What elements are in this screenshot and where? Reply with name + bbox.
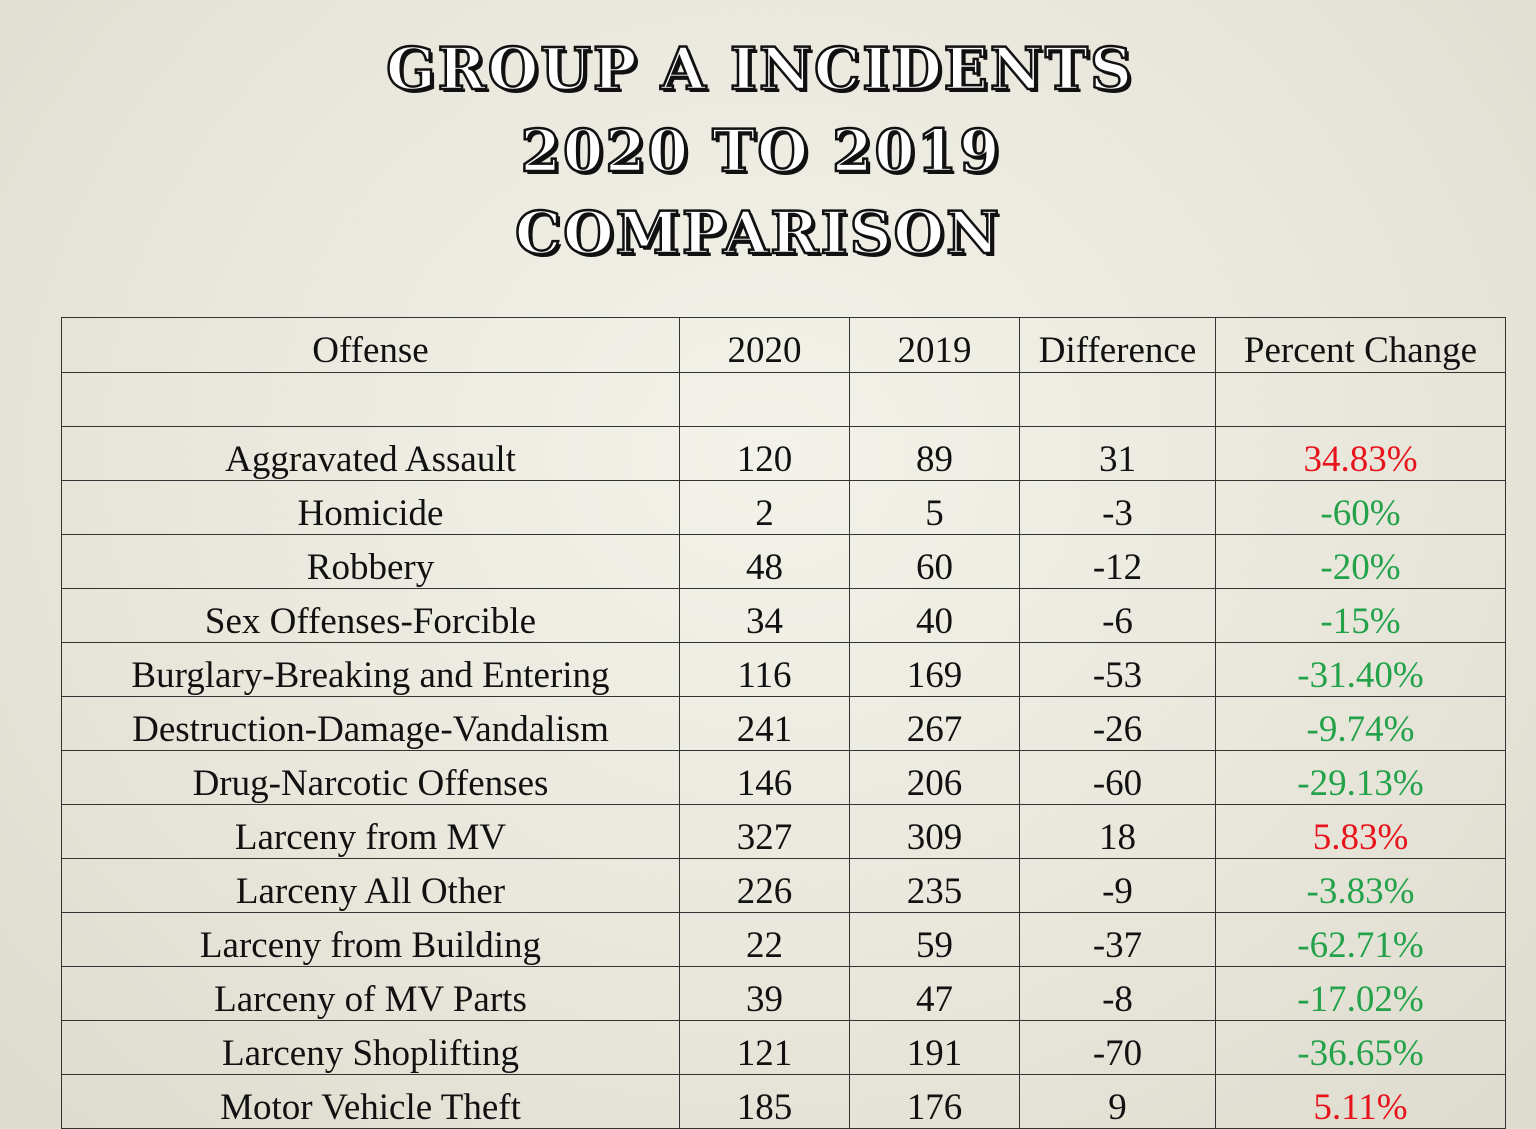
- value-2020-cell: 22: [679, 912, 850, 967]
- percent-change-cell: -29.13%: [1215, 750, 1506, 805]
- difference-cell: 9: [1019, 1074, 1216, 1129]
- header-2020: 2020: [679, 317, 850, 373]
- offense-cell: Larceny from Building: [61, 912, 680, 967]
- empty-row: [61, 372, 1506, 427]
- value-2019-cell: 60: [849, 534, 1020, 589]
- value-2020-cell: 120: [679, 426, 850, 481]
- value-2020-cell: 241: [679, 696, 850, 751]
- value-2020-cell: 185: [679, 1074, 850, 1129]
- empty-cell: [849, 372, 1020, 427]
- title-line-2: 2020 TO 2019: [519, 116, 1002, 187]
- header-row: Offense 2020 2019 Difference Percent Cha…: [61, 317, 1506, 373]
- value-2020-cell: 327: [679, 804, 850, 859]
- value-2019-cell: 191: [849, 1020, 1020, 1075]
- table-row: Sex Offenses-Forcible 34 40 -6 -15%: [61, 588, 1506, 643]
- offense-cell: Aggravated Assault: [61, 426, 680, 481]
- empty-cell: [1215, 372, 1506, 427]
- table-row: Drug-Narcotic Offenses 146 206 -60 -29.13%: [61, 750, 1506, 805]
- percent-change-cell: -15%: [1215, 588, 1506, 643]
- percent-change-cell: -36.65%: [1215, 1020, 1506, 1075]
- difference-cell: -37: [1019, 912, 1216, 967]
- value-2019-cell: 267: [849, 696, 1020, 751]
- table-row: Motor Vehicle Theft 185 176 9 5.11%: [61, 1074, 1506, 1129]
- offense-cell: Larceny All Other: [61, 858, 680, 913]
- table-row: Robbery 48 60 -12 -20%: [61, 534, 1506, 589]
- difference-cell: -12: [1019, 534, 1216, 589]
- value-2019-cell: 59: [849, 912, 1020, 967]
- value-2019-cell: 235: [849, 858, 1020, 913]
- percent-change-cell: -20%: [1215, 534, 1506, 589]
- offense-cell: Motor Vehicle Theft: [61, 1074, 680, 1129]
- table-row: Aggravated Assault 120 89 31 34.83%: [61, 426, 1506, 481]
- header-offense: Offense: [61, 317, 680, 373]
- percent-change-cell: -17.02%: [1215, 966, 1506, 1021]
- value-2019-cell: 40: [849, 588, 1020, 643]
- table-row: Burglary-Breaking and Entering 116 169 -53-…: [61, 642, 1506, 697]
- difference-cell: -3: [1019, 480, 1216, 535]
- percent-change-cell: -3.83%: [1215, 858, 1506, 913]
- table-row: Homicide 2 5 -3 -60%: [61, 480, 1506, 535]
- difference-cell: -9: [1019, 858, 1216, 913]
- percent-change-cell: -31.40%: [1215, 642, 1506, 697]
- difference-cell: -60: [1019, 750, 1216, 805]
- value-2019-cell: 309: [849, 804, 1020, 859]
- table-row: Larceny from MV 327 309 18 5.83%: [61, 804, 1506, 859]
- difference-cell: -6: [1019, 588, 1216, 643]
- table-row: Larceny Shoplifting 121 191 -70 -36.65%: [61, 1020, 1506, 1075]
- header-2019: 2019: [849, 317, 1020, 373]
- offense-cell: Robbery: [61, 534, 680, 589]
- percent-change-cell: 34.83%: [1215, 426, 1506, 481]
- value-2020-cell: 48: [679, 534, 850, 589]
- value-2020-cell: 146: [679, 750, 850, 805]
- value-2019-cell: 47: [849, 966, 1020, 1021]
- title-line-1: GROUP A INCIDENTS: [385, 34, 1134, 105]
- page-title: GROUP A INCIDENTS 2020 TO 2019 COMPARISO…: [0, 28, 1536, 274]
- table-row: Destruction-Damage-Vandalism 241 267 -26 -9.…: [61, 696, 1506, 751]
- difference-cell: 31: [1019, 426, 1216, 481]
- percent-change-cell: 5.83%: [1215, 804, 1506, 859]
- table-row: Larceny from Building 22 59 -37 -62.71%: [61, 912, 1506, 967]
- value-2020-cell: 39: [679, 966, 850, 1021]
- percent-change-cell: 5.11%: [1215, 1074, 1506, 1129]
- difference-cell: -26: [1019, 696, 1216, 751]
- value-2019-cell: 176: [849, 1074, 1020, 1129]
- table-row: Larceny of MV Parts 39 47 -8 -17.02%: [61, 966, 1506, 1021]
- offense-cell: Larceny Shoplifting: [61, 1020, 680, 1075]
- offense-cell: Drug-Narcotic Offenses: [61, 750, 680, 805]
- incidents-table: Offense 2020 2019 Difference Percent Cha…: [61, 317, 1506, 1129]
- table-row: Larceny All Other 226 235 -9 -3.83%: [61, 858, 1506, 913]
- percent-change-cell: -60%: [1215, 480, 1506, 535]
- value-2019-cell: 206: [849, 750, 1020, 805]
- percent-change-cell: -9.74%: [1215, 696, 1506, 751]
- value-2019-cell: 169: [849, 642, 1020, 697]
- offense-cell: Sex Offenses-Forcible: [61, 588, 680, 643]
- difference-cell: -53: [1019, 642, 1216, 697]
- empty-cell: [61, 372, 680, 427]
- value-2020-cell: 226: [679, 858, 850, 913]
- value-2019-cell: 89: [849, 426, 1020, 481]
- value-2020-cell: 121: [679, 1020, 850, 1075]
- difference-cell: -70: [1019, 1020, 1216, 1075]
- value-2020-cell: 2: [679, 480, 850, 535]
- header-difference: Difference: [1019, 317, 1216, 373]
- offense-cell: Burglary-Breaking and Entering: [61, 642, 680, 697]
- offense-cell: Destruction-Damage-Vandalism: [61, 696, 680, 751]
- value-2020-cell: 116: [679, 642, 850, 697]
- value-2020-cell: 34: [679, 588, 850, 643]
- header-percent-change: Percent Change: [1215, 317, 1506, 373]
- title-line-3: COMPARISON: [514, 198, 1002, 269]
- offense-cell: Homicide: [61, 480, 680, 535]
- percent-change-cell: -62.71%: [1215, 912, 1506, 967]
- difference-cell: 18: [1019, 804, 1216, 859]
- offense-cell: Larceny from MV: [61, 804, 680, 859]
- offense-cell: Larceny of MV Parts: [61, 966, 680, 1021]
- empty-cell: [1019, 372, 1216, 427]
- value-2019-cell: 5: [849, 480, 1020, 535]
- difference-cell: -8: [1019, 966, 1216, 1021]
- empty-cell: [679, 372, 850, 427]
